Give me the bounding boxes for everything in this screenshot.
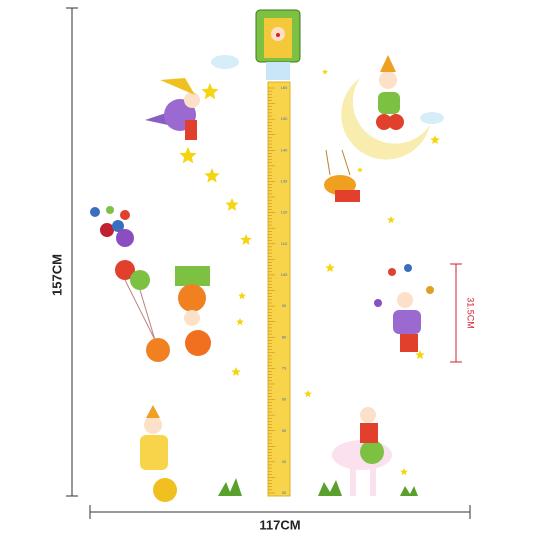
ruler-label: 50 [282, 428, 287, 433]
cloud [420, 112, 444, 124]
ruler-label: 40 [282, 459, 287, 464]
star [322, 69, 328, 75]
ruler-label: 120 [281, 210, 288, 215]
ruler-label: 130 [281, 179, 288, 184]
moon [341, 78, 430, 160]
clown [332, 407, 392, 496]
clown-nose [276, 33, 280, 37]
star [325, 263, 335, 272]
star [236, 318, 244, 326]
width-dimension [89, 505, 471, 519]
detail-dimension [450, 263, 462, 363]
star [204, 168, 220, 183]
ruler-body [267, 81, 291, 497]
star [430, 135, 440, 144]
balloons [90, 206, 211, 362]
clown [376, 55, 404, 130]
bells [266, 62, 290, 80]
grass [400, 486, 418, 496]
ruler-label: 100 [281, 272, 288, 277]
grass [218, 478, 242, 496]
star [231, 367, 241, 376]
clown [140, 405, 177, 502]
star [415, 350, 425, 359]
star [400, 468, 408, 476]
ruler: 160 150 140 130 120 110 100 90 80 70 60 50 40 30 [267, 81, 291, 497]
clown [374, 264, 434, 352]
star [304, 390, 312, 398]
ruler-label: 30 [282, 490, 287, 495]
detail-label: 31.5CM [466, 297, 476, 329]
grass [318, 480, 342, 496]
star [357, 167, 363, 173]
clown [175, 266, 210, 326]
ruler-label: 160 [281, 85, 288, 90]
star [225, 198, 239, 211]
clown [324, 149, 360, 202]
ruler-label: 70 [282, 365, 287, 370]
ruler-label: 80 [282, 334, 287, 339]
ruler-label: 90 [282, 303, 287, 308]
stars [179, 69, 440, 476]
cloud [211, 55, 239, 69]
ruler-label: 150 [281, 116, 288, 121]
height-dimension [66, 7, 78, 497]
ruler-label: 110 [281, 241, 288, 246]
window [255, 9, 301, 80]
star [387, 216, 395, 224]
star [238, 292, 246, 300]
ruler-label: 60 [282, 397, 287, 402]
width-label: 117CM [259, 517, 300, 532]
star [201, 83, 219, 100]
star [179, 147, 197, 164]
star [240, 234, 252, 245]
clown [145, 78, 200, 140]
ruler-label: 140 [281, 147, 288, 152]
height-label: 157CM [49, 254, 64, 296]
